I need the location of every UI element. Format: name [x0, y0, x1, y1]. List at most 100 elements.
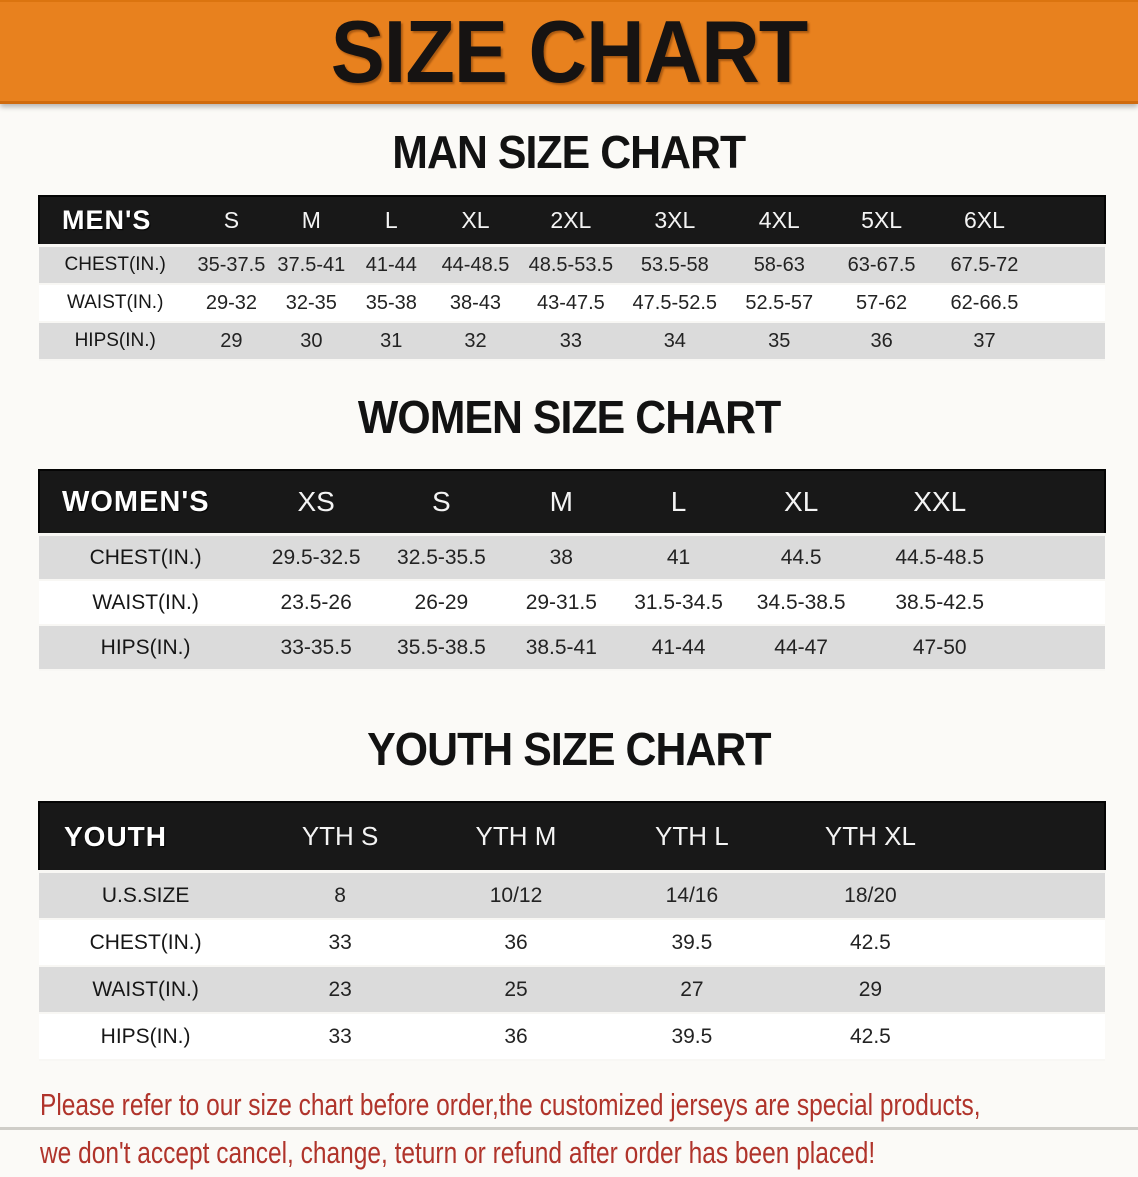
size-column-header: 6XL	[932, 195, 1037, 247]
size-value: 35.5-38.5	[380, 625, 503, 671]
size-value: 34	[622, 322, 728, 361]
men-size-table-wrap: MEN'S S M L XL 2XL 3XL 4XL 5XL 6XL CHEST(IN.) 35-37…	[0, 195, 1138, 361]
size-column-header: 4XL	[727, 195, 831, 247]
size-value: 38.5-42.5	[865, 580, 1015, 626]
filler-cell	[961, 871, 1105, 920]
table-corner-label: MEN'S	[37, 195, 192, 247]
size-value: 44-48.5	[431, 245, 520, 285]
size-value: 39.5	[603, 919, 780, 967]
size-value: 23	[252, 966, 429, 1014]
size-column-header: L	[351, 195, 432, 247]
size-column-header: S	[191, 195, 272, 247]
size-value: 30	[271, 322, 352, 361]
size-value: 29-31.5	[502, 580, 620, 626]
size-value: 53.5-58	[622, 245, 728, 285]
size-value: 8	[252, 871, 429, 920]
filler-cell	[1014, 469, 1106, 536]
size-value: 32	[431, 322, 520, 361]
size-value: 27	[603, 966, 780, 1014]
measurement-row-label: CHEST(IN.)	[39, 534, 253, 581]
size-value: 25	[428, 966, 604, 1014]
bottom-divider	[0, 1127, 1138, 1130]
size-value: 57-62	[830, 284, 933, 323]
size-value: 41-44	[619, 625, 738, 671]
filler-cell	[1036, 195, 1107, 247]
size-column-header: XL	[431, 195, 520, 247]
size-value: 39.5	[603, 1013, 780, 1061]
size-table-header-row: MEN'S S M L XL 2XL 3XL 4XL 5XL 6XL	[37, 195, 1107, 247]
size-column-header: YTH L	[603, 801, 780, 873]
size-value: 33	[519, 322, 623, 361]
size-value: 52.5-57	[727, 284, 831, 323]
size-value: 44-47	[737, 625, 866, 671]
filler-cell	[1014, 580, 1105, 626]
measurement-row: HIPS(IN.) 33-35.5 35.5-38.5 38.5-41 41-44 44-…	[39, 625, 1105, 671]
measurement-row: HIPS(IN.) 33 36 39.5 42.5	[39, 1013, 1105, 1061]
measurement-row-label: WAIST(IN.)	[39, 580, 253, 626]
size-value: 26-29	[380, 580, 503, 626]
size-column-header: 2XL	[519, 195, 623, 247]
measurement-row-label: HIPS(IN.)	[39, 322, 192, 361]
size-column-header: M	[502, 469, 620, 536]
men-size-table: MEN'S S M L XL 2XL 3XL 4XL 5XL 6XL CHEST(IN.) 35-37…	[37, 195, 1107, 361]
size-value: 47.5-52.5	[622, 284, 728, 323]
filler-cell	[961, 919, 1105, 967]
filler-cell	[1014, 534, 1105, 581]
measurement-row-label: CHEST(IN.)	[39, 245, 192, 285]
size-value: 31.5-34.5	[619, 580, 738, 626]
size-value: 36	[428, 1013, 604, 1061]
table-corner-label: YOUTH	[37, 801, 253, 873]
size-value: 63-67.5	[830, 245, 933, 285]
measurement-row: HIPS(IN.) 29 30 31 32 33 34 35 36 37	[39, 322, 1105, 361]
size-value: 14/16	[603, 871, 780, 920]
filler-cell	[1036, 245, 1105, 285]
size-value: 44.5	[737, 534, 866, 581]
size-value: 44.5-48.5	[865, 534, 1015, 581]
measurement-row: CHEST(IN.) 29.5-32.5 32.5-35.5 38 41 44.5 44.5…	[39, 534, 1105, 581]
filler-cell	[961, 966, 1105, 1014]
youth-section-heading: YOUTH SIZE CHART	[367, 723, 771, 775]
size-column-header: XS	[252, 469, 381, 536]
size-value: 41	[619, 534, 738, 581]
measurement-row: WAIST(IN.) 29-32 32-35 35-38 38-43 43-47.5 47.…	[39, 284, 1105, 323]
size-chart-banner: SIZE CHART	[0, 0, 1138, 104]
size-value: 31	[351, 322, 432, 361]
size-column-header: YTH M	[428, 801, 604, 873]
size-value: 38-43	[431, 284, 520, 323]
measurement-row: WAIST(IN.) 23.5-26 26-29 29-31.5 31.5-34.5 34…	[39, 580, 1105, 626]
size-value: 23.5-26	[252, 580, 381, 626]
measurement-row-label: WAIST(IN.)	[39, 284, 192, 323]
size-value: 47-50	[865, 625, 1015, 671]
size-table-header-row: YOUTH YTH S YTH M YTH L YTH XL	[37, 801, 1106, 873]
size-value: 35	[727, 322, 831, 361]
filler-cell	[961, 801, 1106, 873]
size-value: 41-44	[351, 245, 432, 285]
size-column-header: 5XL	[830, 195, 933, 247]
size-value: 33	[252, 919, 429, 967]
measurement-row: WAIST(IN.) 23 25 27 29	[39, 966, 1105, 1014]
measurement-row: CHEST(IN.) 35-37.5 37.5-41 41-44 44-48.5 48.5…	[39, 245, 1105, 285]
size-value: 10/12	[428, 871, 604, 920]
women-size-table: WOMEN'S XS S M L XL XXL CHEST(IN.) 29.5-32.5 32.5…	[37, 469, 1106, 671]
measurement-row: CHEST(IN.) 33 36 39.5 42.5	[39, 919, 1105, 967]
disclaimer-line-1: Please refer to our size chart before or…	[40, 1087, 981, 1122]
size-value: 42.5	[779, 919, 962, 967]
size-column-header: YTH XL	[779, 801, 962, 873]
size-column-header: M	[271, 195, 352, 247]
size-value: 29.5-32.5	[252, 534, 381, 581]
size-value: 18/20	[779, 871, 962, 920]
filler-cell	[1036, 284, 1105, 323]
size-value: 33-35.5	[252, 625, 381, 671]
size-value: 35-37.5	[191, 245, 272, 285]
size-value: 48.5-53.5	[519, 245, 623, 285]
size-column-header: XXL	[865, 469, 1015, 536]
size-value: 36	[428, 919, 604, 967]
measurement-row-label: HIPS(IN.)	[39, 625, 253, 671]
size-value: 38.5-41	[502, 625, 620, 671]
size-value: 38	[502, 534, 620, 581]
size-value: 32-35	[271, 284, 352, 323]
size-value: 42.5	[779, 1013, 962, 1061]
measurement-row-label: CHEST(IN.)	[39, 919, 253, 967]
youth-size-table-wrap: YOUTH YTH S YTH M YTH L YTH XL U.S.SIZE 8 10/12…	[0, 801, 1138, 1061]
filler-cell	[961, 1013, 1105, 1061]
